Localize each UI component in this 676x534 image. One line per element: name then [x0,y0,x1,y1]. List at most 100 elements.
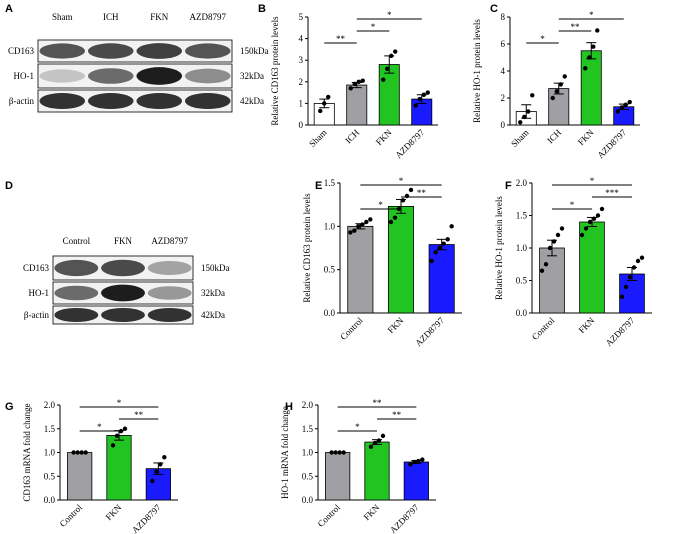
x-tick-label: AZD8797 [393,127,426,160]
panel-letter: C [490,3,498,15]
data-point [318,108,323,114]
data-point [526,109,531,114]
y-tick-label: 2.0 [516,178,528,188]
data-point [599,206,605,212]
blot-band [39,43,86,59]
y-tick-label: 1.0 [516,243,528,253]
blot-band [147,260,192,276]
significance-label: * [355,422,360,432]
panel-letter: H [285,401,293,413]
y-tick-label: 4 [501,66,506,76]
blot-frame [37,39,233,63]
data-point [547,245,553,251]
y-tick-label: 1.5 [516,211,528,221]
significance-label: ** [392,410,402,420]
y-axis-label: Relative HO-1 protein levels [494,196,504,300]
significance-label: * [590,176,595,186]
panel-letter: B [258,3,266,15]
data-point [559,226,565,231]
data-point [421,92,426,97]
bar [428,244,455,314]
panel-letter: F [505,180,512,192]
bar [325,452,351,501]
data-point [433,250,438,255]
y-tick-label: 1.5 [302,424,314,434]
blot-band [54,285,99,301]
size-label: 150kDa [201,263,230,273]
significance-label: *** [605,188,619,198]
lane-label: AZD8797 [151,236,188,246]
data-point [326,94,331,100]
y-tick-label: 0.0 [324,308,336,318]
data-point [368,444,374,449]
y-tick-label: 0 [299,120,304,130]
data-point [376,438,382,443]
data-point [408,462,413,467]
data-point [554,89,559,94]
data-point [530,93,535,98]
lane-label: FKN [150,12,169,22]
bar [347,225,374,314]
data-point [595,213,601,218]
data-point [158,462,163,467]
x-tick-label: FKN [386,315,406,335]
x-tick-label: ICH [545,127,563,145]
lane-label: Sham [52,12,73,22]
data-point [348,86,353,91]
x-tick-label: Control [530,315,557,342]
x-tick-label: AZD8797 [130,502,163,534]
blot-band [147,307,192,323]
x-tick-label: AZD8797 [595,127,628,160]
lane-label: Control [63,236,91,246]
panel-letter: E [315,180,322,192]
significance-label: ** [417,188,427,198]
significance-label: * [399,176,404,186]
data-point [352,228,357,233]
significance-label: * [387,10,392,20]
data-point [420,457,425,462]
bar [106,434,132,501]
data-point [522,114,527,120]
x-tick-label: AZD8797 [604,315,637,348]
data-point [425,90,430,95]
data-point [385,66,390,72]
blot-band [87,92,134,110]
significance-label: * [117,398,122,408]
data-point [615,109,620,114]
data-point [341,450,346,455]
blot-band [87,43,134,59]
data-point [122,426,128,431]
blot-band [87,68,134,84]
data-point [352,81,357,87]
blot-band [101,307,145,323]
data-point [587,219,593,225]
significance-label: * [540,34,545,44]
x-tick-label: FKN [576,127,596,147]
data-point [627,275,633,280]
y-tick-label: 2.0 [44,400,56,410]
panel-letter: G [5,401,14,413]
data-point [631,265,637,270]
blot-band [147,286,192,300]
x-tick-label: Sham [307,127,329,149]
x-tick-label: FKN [362,502,382,522]
y-tick-label: 6 [501,39,506,49]
data-point [416,458,421,464]
data-point [591,216,597,221]
y-tick-label: 2 [501,93,506,103]
size-label: 42kDa [240,96,264,106]
data-point [562,74,567,79]
data-point [337,450,342,455]
significance-label: * [589,10,594,20]
blot-band [136,43,183,59]
y-tick-label: 8 [501,12,506,22]
x-tick-label: AZD8797 [413,315,446,348]
x-tick-label: ICH [343,127,361,145]
y-tick-label: 0.0 [302,495,314,505]
data-point [449,224,454,229]
significance-label: ** [571,22,581,32]
data-point [627,99,632,105]
data-point [381,77,386,82]
y-tick-label: 0.0 [44,495,56,505]
blot-frame [37,89,233,113]
